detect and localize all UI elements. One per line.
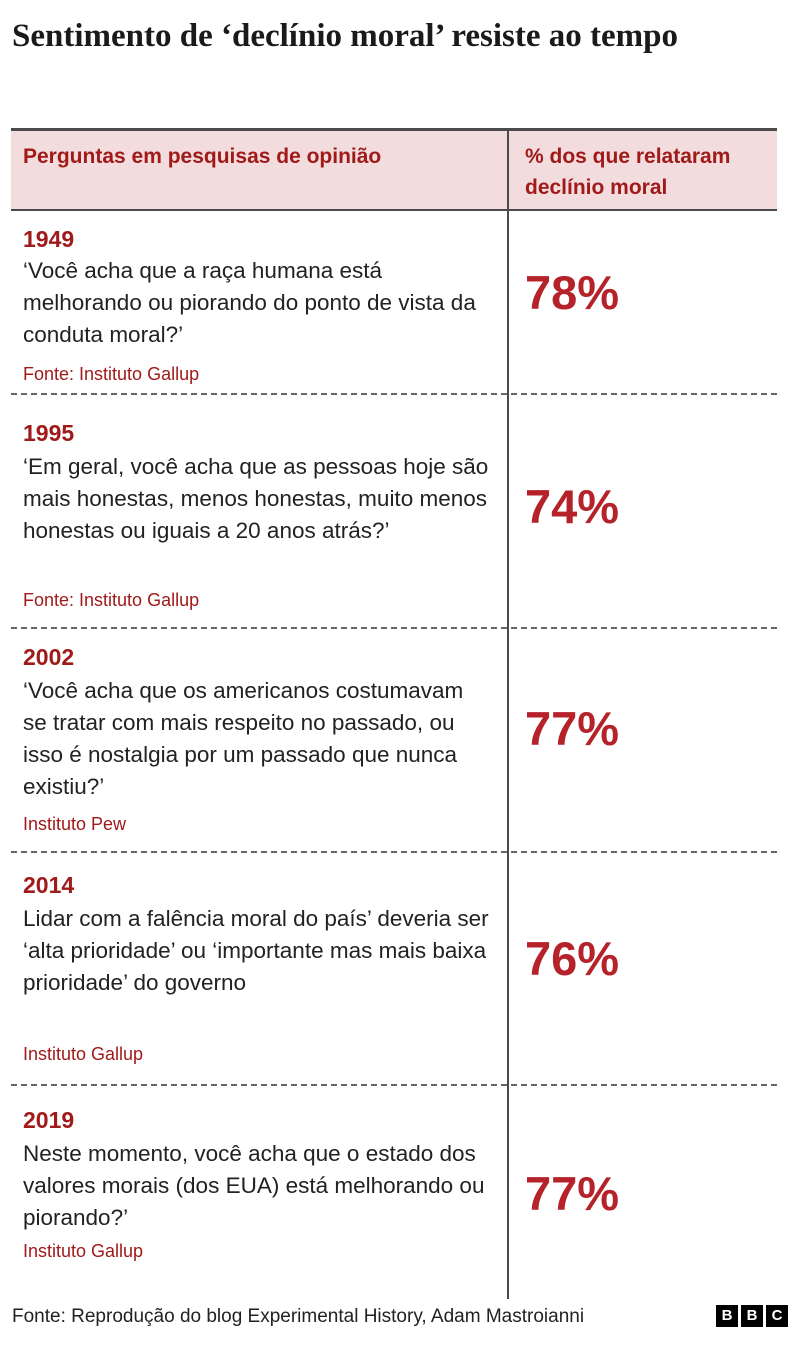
- row-percent: 78%: [525, 266, 620, 319]
- header-question: Perguntas em pesquisas de opinião: [23, 145, 382, 168]
- table-row: 2014 Lidar com a falência moral do país’…: [11, 853, 777, 1083]
- row-source: Instituto Pew: [23, 814, 127, 834]
- row-source: Instituto Gallup: [23, 1241, 144, 1261]
- bbc-logo-letter: B: [716, 1305, 738, 1327]
- row-question: ‘Você acha que os americanos costumavam …: [23, 678, 464, 799]
- row-year: 1995: [23, 420, 75, 446]
- table-row: 2019 Neste momento, você acha que o esta…: [11, 1086, 777, 1299]
- row-percent: 77%: [525, 702, 620, 755]
- footer-source: Fonte: Reprodução do blog Experimental H…: [12, 1306, 585, 1327]
- header-percent: % dos que relataram declínio moral: [525, 145, 731, 199]
- bbc-logo: B B C: [716, 1305, 788, 1327]
- row-separator: [11, 1084, 777, 1086]
- row-separator: [11, 627, 777, 629]
- row-source: Fonte: Instituto Gallup: [23, 590, 200, 610]
- row-question: Neste momento, você acha que o estado do…: [23, 1141, 485, 1230]
- column-divider: [507, 131, 509, 1299]
- row-question: ‘Você acha que a raça humana está melhor…: [23, 258, 476, 347]
- row-percent: 77%: [525, 1167, 620, 1220]
- bbc-logo-letter: C: [766, 1305, 788, 1327]
- row-year: 2002: [23, 644, 75, 670]
- bbc-logo-letter: B: [741, 1305, 763, 1327]
- table-row: 1995 ‘Em geral, você acha que as pessoas…: [11, 395, 777, 627]
- table-header: Perguntas em pesquisas de opinião % dos …: [11, 131, 777, 211]
- table-row: 1949 ‘Você acha que a raça humana está m…: [11, 211, 777, 391]
- row-percent: 76%: [525, 932, 620, 985]
- row-source: Fonte: Instituto Gallup: [23, 364, 200, 384]
- row-question: ‘Em geral, você acha que as pessoas hoje…: [23, 454, 489, 543]
- row-separator: [11, 851, 777, 853]
- table-row: 2002 ‘Você acha que os americanos costum…: [11, 629, 777, 851]
- row-year: 2014: [23, 872, 75, 898]
- row-question: Lidar com a falência moral do país’ deve…: [23, 906, 489, 995]
- row-year: 1949: [23, 226, 75, 252]
- poll-table: Perguntas em pesquisas de opinião % dos …: [11, 128, 777, 1299]
- row-separator: [11, 393, 777, 395]
- row-percent: 74%: [525, 480, 620, 533]
- row-source: Instituto Gallup: [23, 1044, 144, 1064]
- row-year: 2019: [23, 1107, 75, 1133]
- chart-title: Sentimento de ‘declínio moral’ resiste a…: [12, 18, 678, 54]
